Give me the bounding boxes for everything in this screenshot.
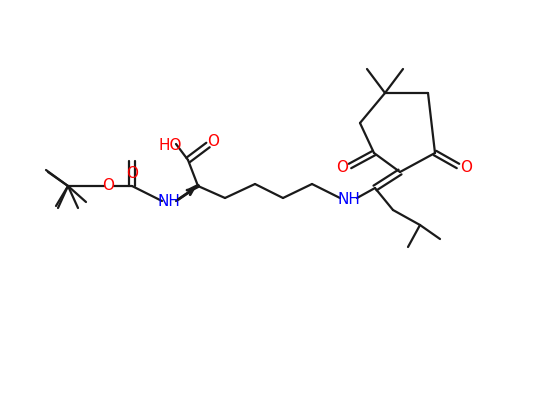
Text: O: O	[336, 160, 348, 175]
Text: O: O	[102, 177, 114, 193]
Text: O: O	[460, 160, 472, 175]
Text: HO: HO	[158, 138, 182, 153]
Text: NH: NH	[158, 195, 180, 209]
Text: O: O	[126, 166, 138, 180]
Text: O: O	[207, 135, 219, 149]
Text: NH: NH	[337, 193, 361, 208]
